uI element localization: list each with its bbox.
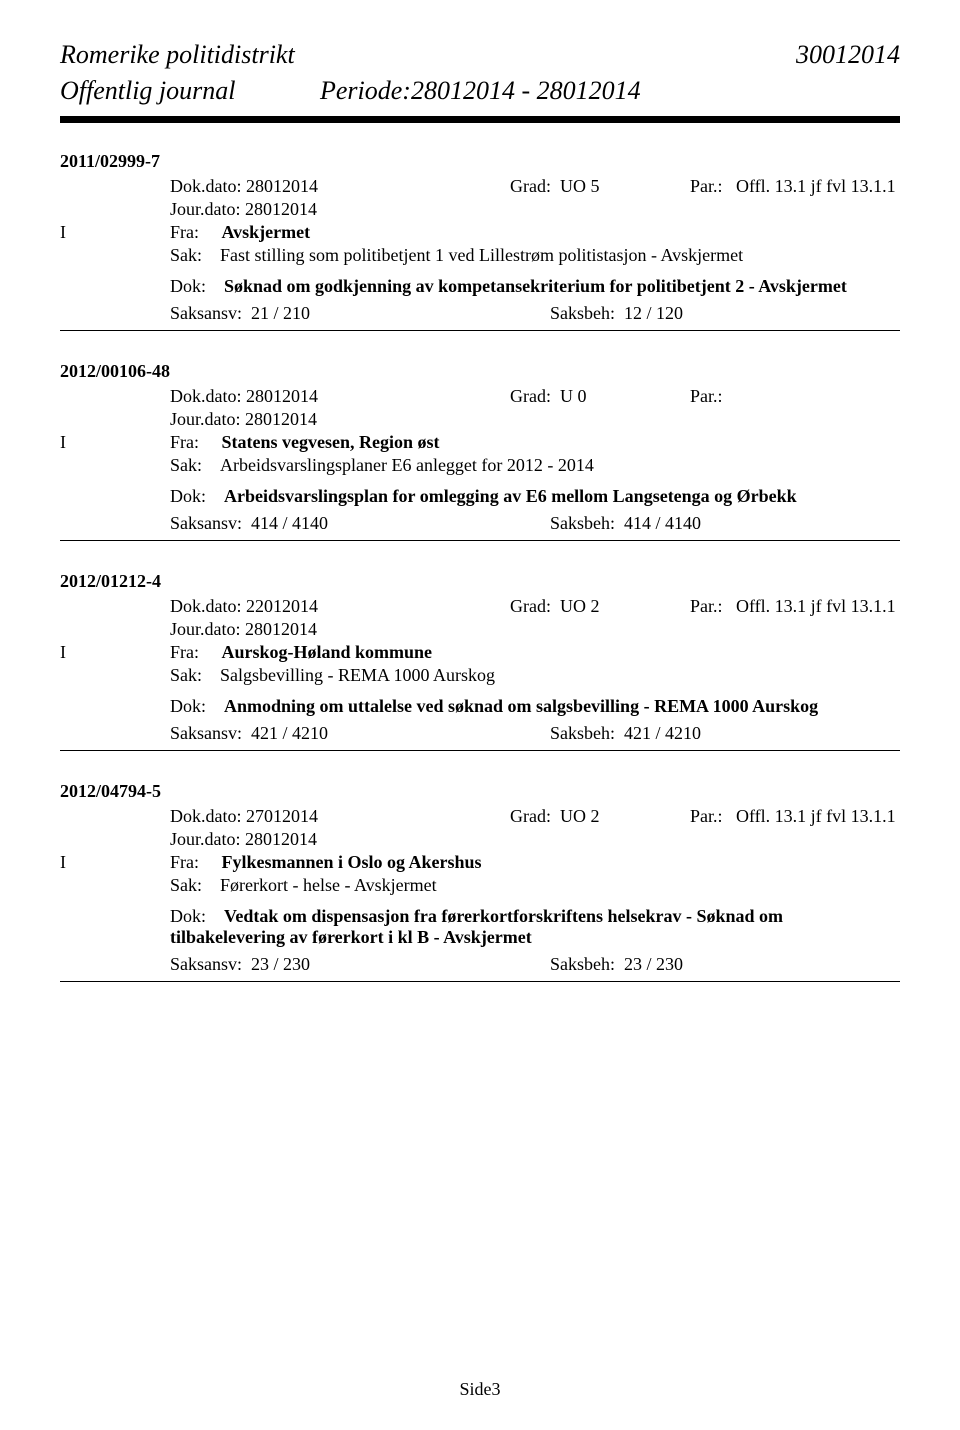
grad: Grad: U 0 [510, 386, 690, 407]
header-code: 30012014 [796, 40, 900, 70]
fra-row: I Fra: Statens vegvesen, Region øst [60, 432, 900, 453]
sak-value: Sak: Fast stilling som politibetjent 1 v… [170, 245, 900, 266]
par: Par.: Offl. 13.1 jf fvl 13.1.1 [690, 806, 900, 827]
case-id: 2012/00106-48 [60, 361, 900, 382]
journal-label: Offentlig journal [60, 76, 320, 106]
grad: Grad: UO 2 [510, 806, 690, 827]
jour-dato: Jour.dato: 28012014 [170, 829, 900, 850]
dok-dato: Dok.dato: 27012014 [170, 806, 510, 827]
dok-dato: Dok.dato: 28012014 [170, 176, 510, 197]
i-label: I [60, 642, 170, 663]
dok-dato-row: Dok.dato: 28012014 Grad: UO 5 Par.: Offl… [60, 176, 900, 197]
grad: Grad: UO 5 [510, 176, 690, 197]
case-id: 2012/01212-4 [60, 571, 900, 592]
sak-label [60, 455, 170, 476]
dok-dato-row: Dok.dato: 22012014 Grad: UO 2 Par.: Offl… [60, 596, 900, 617]
case-block: 2012/01212-4 Dok.dato: 22012014 Grad: UO… [60, 571, 900, 751]
case-divider [60, 750, 900, 751]
i-label: I [60, 852, 170, 873]
dok-row: Dok: Vedtak om dispensasjon fra førerkor… [60, 906, 900, 948]
dok-dato: Dok.dato: 28012014 [170, 386, 510, 407]
jour-dato-row: Jour.dato: 28012014 [60, 619, 900, 640]
sak-label [60, 245, 170, 266]
jour-dato: Jour.dato: 28012014 [170, 409, 900, 430]
case-block: 2012/04794-5 Dok.dato: 27012014 Grad: UO… [60, 781, 900, 982]
dok-label [60, 906, 170, 948]
cases-container: 2011/02999-7 Dok.dato: 28012014 Grad: UO… [60, 151, 900, 982]
jour-dato-row: Jour.dato: 28012014 [60, 829, 900, 850]
sak-label [60, 875, 170, 896]
period-label: Periode:28012014 - 28012014 [320, 76, 641, 106]
sak-label [60, 665, 170, 686]
case-id: 2012/04794-5 [60, 781, 900, 802]
page-header: Romerike politidistrikt 30012014 [60, 40, 900, 70]
case-divider [60, 330, 900, 331]
sak-value: Sak: Salgsbevilling - REMA 1000 Aurskog [170, 665, 900, 686]
sak-row: Sak: Salgsbevilling - REMA 1000 Aurskog [60, 665, 900, 686]
dok-row: Dok: Arbeidsvarslingsplan for omlegging … [60, 486, 900, 507]
district-title: Romerike politidistrikt [60, 40, 295, 70]
page-footer: Side3 [0, 1379, 960, 1400]
header-divider [60, 116, 900, 123]
case-divider [60, 981, 900, 982]
jour-dato-row: Jour.dato: 28012014 [60, 199, 900, 220]
fra-value: Fra: Aurskog-Høland kommune [170, 642, 900, 663]
dok-row: Dok: Søknad om godkjenning av kompetanse… [60, 276, 900, 297]
saksbeh: Saksbeh: 23 / 230 [550, 954, 900, 975]
sak-value: Sak: Arbeidsvarslingsplaner E6 anlegget … [170, 455, 900, 476]
par: Par.: Offl. 13.1 jf fvl 13.1.1 [690, 176, 900, 197]
i-label: I [60, 432, 170, 453]
saks-row: Saksansv: 421 / 4210 Saksbeh: 421 / 4210 [60, 723, 900, 744]
saksansv: Saksansv: 421 / 4210 [170, 723, 550, 744]
saksansv: Saksansv: 414 / 4140 [170, 513, 550, 534]
jour-dato-row: Jour.dato: 28012014 [60, 409, 900, 430]
dok-value: Dok: Vedtak om dispensasjon fra førerkor… [170, 906, 900, 948]
par: Par.: [690, 386, 900, 407]
sak-row: Sak: Arbeidsvarslingsplaner E6 anlegget … [60, 455, 900, 476]
saksansv: Saksansv: 21 / 210 [170, 303, 550, 324]
dok-value: Dok: Søknad om godkjenning av kompetanse… [170, 276, 900, 297]
saks-row: Saksansv: 414 / 4140 Saksbeh: 414 / 4140 [60, 513, 900, 534]
saksbeh: Saksbeh: 12 / 120 [550, 303, 900, 324]
case-block: 2011/02999-7 Dok.dato: 28012014 Grad: UO… [60, 151, 900, 331]
dok-value: Dok: Arbeidsvarslingsplan for omlegging … [170, 486, 900, 507]
page-subheader: Offentlig journal Periode:28012014 - 280… [60, 76, 900, 106]
i-label: I [60, 222, 170, 243]
saksbeh: Saksbeh: 421 / 4210 [550, 723, 900, 744]
fra-value: Fra: Avskjermet [170, 222, 900, 243]
par: Par.: Offl. 13.1 jf fvl 13.1.1 [690, 596, 900, 617]
fra-value: Fra: Statens vegvesen, Region øst [170, 432, 900, 453]
saksbeh: Saksbeh: 414 / 4140 [550, 513, 900, 534]
case-divider [60, 540, 900, 541]
dok-dato-row: Dok.dato: 27012014 Grad: UO 2 Par.: Offl… [60, 806, 900, 827]
dok-dato-row: Dok.dato: 28012014 Grad: U 0 Par.: [60, 386, 900, 407]
fra-row: I Fra: Fylkesmannen i Oslo og Akershus [60, 852, 900, 873]
saks-row: Saksansv: 21 / 210 Saksbeh: 12 / 120 [60, 303, 900, 324]
dok-dato: Dok.dato: 22012014 [170, 596, 510, 617]
fra-row: I Fra: Aurskog-Høland kommune [60, 642, 900, 663]
jour-dato: Jour.dato: 28012014 [170, 619, 900, 640]
case-id: 2011/02999-7 [60, 151, 900, 172]
dok-label [60, 276, 170, 297]
saks-row: Saksansv: 23 / 230 Saksbeh: 23 / 230 [60, 954, 900, 975]
page-number: Side3 [459, 1379, 500, 1399]
jour-dato: Jour.dato: 28012014 [170, 199, 900, 220]
grad: Grad: UO 2 [510, 596, 690, 617]
dok-value: Dok: Anmodning om uttalelse ved søknad o… [170, 696, 900, 717]
fra-row: I Fra: Avskjermet [60, 222, 900, 243]
sak-row: Sak: Førerkort - helse - Avskjermet [60, 875, 900, 896]
dok-label [60, 696, 170, 717]
saksansv: Saksansv: 23 / 230 [170, 954, 550, 975]
sak-row: Sak: Fast stilling som politibetjent 1 v… [60, 245, 900, 266]
case-block: 2012/00106-48 Dok.dato: 28012014 Grad: U… [60, 361, 900, 541]
dok-row: Dok: Anmodning om uttalelse ved søknad o… [60, 696, 900, 717]
sak-value: Sak: Førerkort - helse - Avskjermet [170, 875, 900, 896]
dok-label [60, 486, 170, 507]
fra-value: Fra: Fylkesmannen i Oslo og Akershus [170, 852, 900, 873]
